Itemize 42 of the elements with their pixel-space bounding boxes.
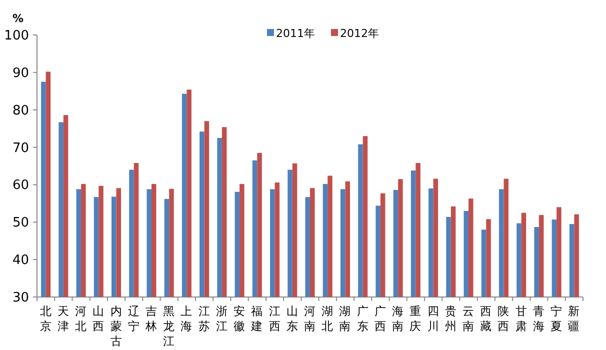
x-tick-label: 广西 (374, 304, 386, 333)
y-tick-label: 50 (12, 216, 29, 231)
x-tick-label: 北京 (40, 304, 52, 333)
x-tick-label: 贵州 (444, 304, 457, 333)
x-tick-label: 甘肃 (515, 304, 528, 333)
x-tick-label: 黑龙江 (163, 304, 176, 348)
x-tick-label: 河北 (75, 304, 88, 333)
x-tick-label: 四川 (427, 304, 440, 333)
x-tick-label: 上海 (180, 304, 193, 333)
x-tick-label: 湖北 (322, 304, 334, 333)
x-tick-label: 海南 (392, 304, 404, 333)
y-axis-title: % (12, 12, 24, 25)
y-tick-label: 80 (12, 103, 29, 118)
x-tick-label: 宁夏 (550, 304, 563, 333)
x-tick-label: 湖南 (339, 304, 352, 333)
y-tick-label: 30 (12, 290, 29, 306)
x-tick-label: 安徽 (234, 304, 246, 333)
y-tick-label: 40 (12, 253, 29, 268)
x-tick-label: 天津 (57, 304, 70, 333)
y-tick-label: 90 (12, 66, 29, 81)
legend-label: 2012年 (340, 27, 379, 40)
x-tick-label: 山东 (286, 304, 298, 333)
x-tick-label: 陕西 (498, 304, 510, 333)
x-tick-label: 重庆 (410, 304, 422, 333)
x-tick-label: 广东 (356, 304, 369, 333)
x-tick-label: 吉林 (144, 304, 158, 333)
legend-label: 2011年 (276, 27, 315, 40)
y-tick-label: 70 (12, 140, 29, 156)
y-tick-label: 60 (12, 178, 29, 194)
x-tick-label: 河南 (304, 304, 316, 333)
x-tick-label: 青海 (532, 304, 545, 333)
x-tick-label: 内蒙古 (110, 304, 122, 348)
x-tick-label: 辽宁 (128, 304, 140, 333)
x-tick-label: 江苏 (198, 304, 210, 333)
x-tick-label: 福建 (250, 304, 264, 333)
y-tick-label: 100 (4, 28, 29, 44)
x-tick-label: 山西 (92, 304, 105, 333)
x-tick-label: 西藏 (480, 304, 492, 333)
x-tick-label: 浙江 (216, 304, 228, 333)
x-tick-label: 新疆 (568, 304, 580, 333)
x-tick-label: 江西 (268, 304, 281, 333)
x-tick-label: 云南 (462, 304, 475, 333)
